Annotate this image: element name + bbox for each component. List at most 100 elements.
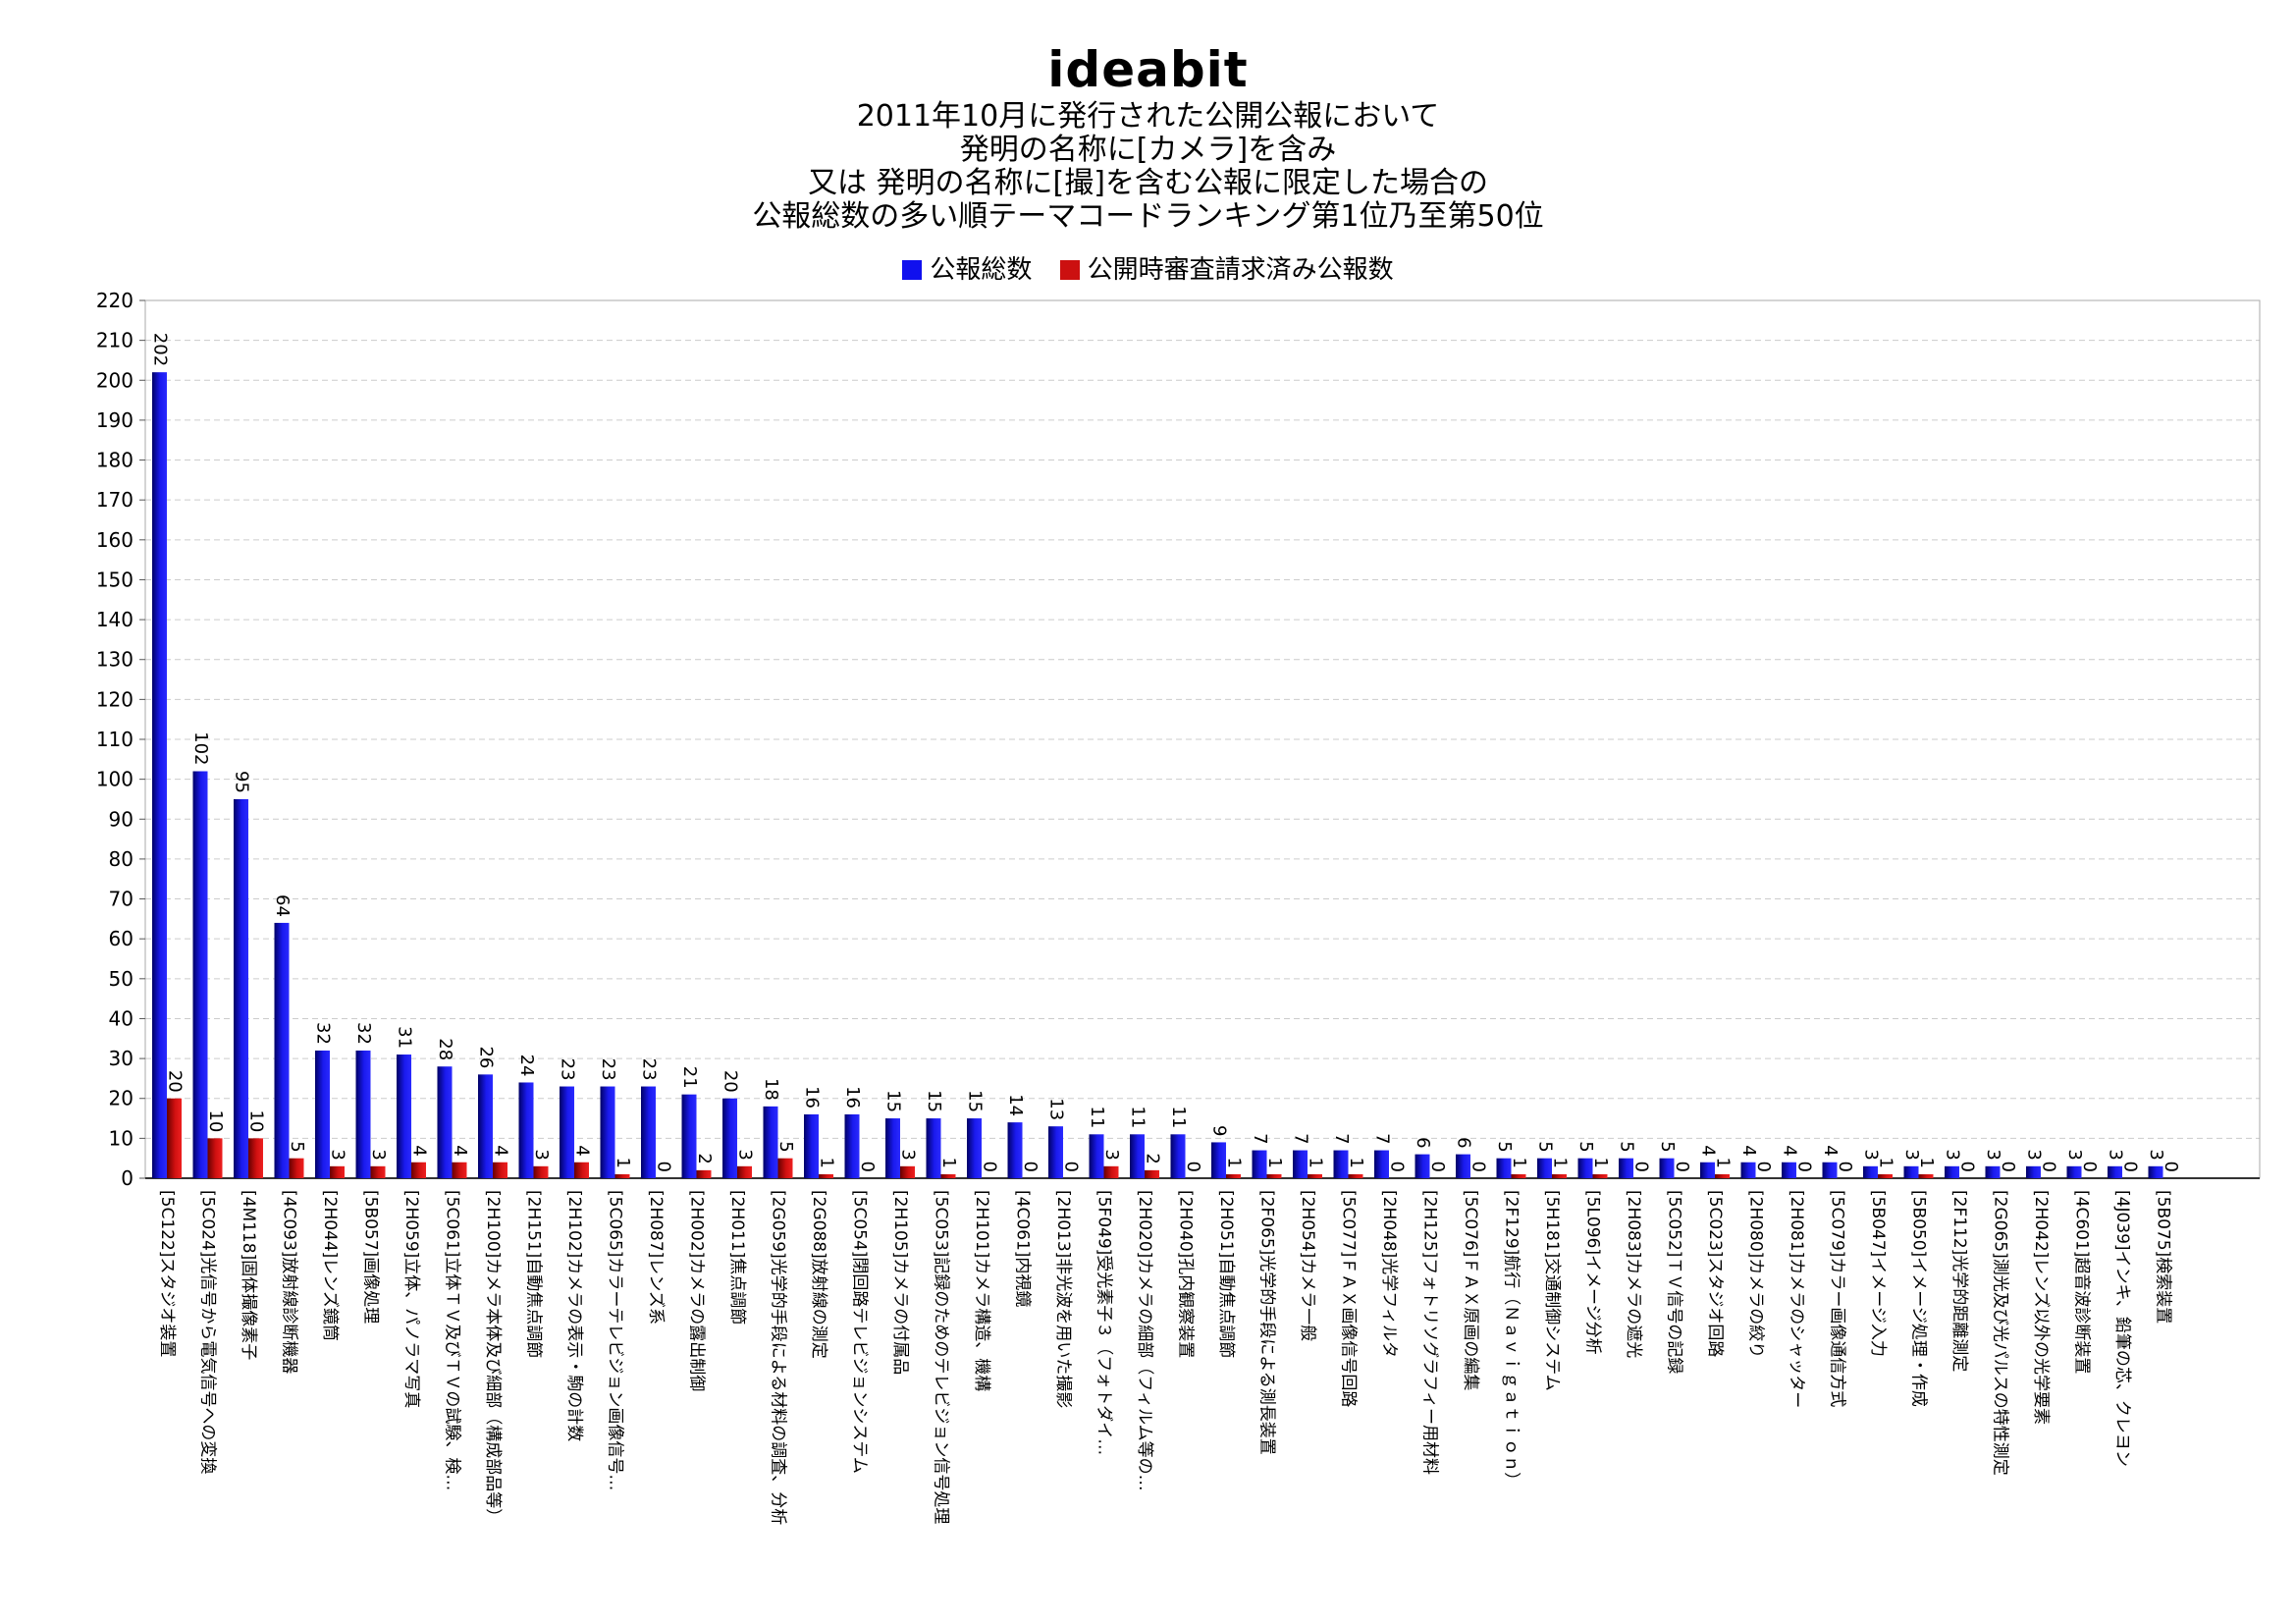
bar-examined bbox=[777, 1158, 793, 1178]
data-label: 4 bbox=[572, 1145, 593, 1156]
data-label: 24 bbox=[516, 1055, 537, 1077]
bar-total bbox=[1577, 1158, 1593, 1178]
category-label: [2G059]光学的手段による材料の調査、分析 bbox=[769, 1190, 788, 1525]
data-label: 11 bbox=[1128, 1106, 1148, 1128]
bar-total bbox=[1252, 1150, 1267, 1178]
data-label: 32 bbox=[353, 1022, 374, 1045]
data-label: 1 bbox=[1876, 1157, 1896, 1167]
bar-examined bbox=[900, 1165, 915, 1178]
data-label: 16 bbox=[842, 1086, 863, 1109]
data-label: 11 bbox=[1087, 1106, 1107, 1128]
bar-total bbox=[641, 1086, 656, 1178]
data-label: 4 bbox=[491, 1145, 511, 1156]
bar-total bbox=[844, 1113, 860, 1178]
bar-total bbox=[1619, 1158, 1633, 1178]
data-label: 4 bbox=[1820, 1145, 1841, 1156]
category-label: [4C093]放射線診断機器 bbox=[280, 1190, 299, 1374]
category-label: [5C054]閉回路テレビジョンシステム bbox=[850, 1190, 870, 1474]
data-label: 1 bbox=[613, 1157, 633, 1167]
y-tick-label: 0 bbox=[121, 1166, 133, 1190]
bar-total bbox=[355, 1050, 371, 1178]
y-tick-label: 190 bbox=[96, 408, 133, 432]
category-label: [2H151]自動焦点調節 bbox=[524, 1190, 544, 1358]
category-label: [2H081]カメラのシャッター bbox=[1787, 1190, 1806, 1408]
bar-examined bbox=[1918, 1173, 1934, 1178]
category-label: [5H181]交通制御システム bbox=[1542, 1190, 1562, 1391]
brand-logo: ideabit bbox=[1047, 41, 1249, 98]
data-label: 31 bbox=[395, 1026, 415, 1049]
data-label: 10 bbox=[246, 1109, 267, 1132]
data-label: 5 bbox=[1494, 1141, 1515, 1152]
bar-examined bbox=[452, 1162, 467, 1178]
y-tick-label: 110 bbox=[96, 728, 133, 751]
data-label: 4 bbox=[409, 1145, 430, 1156]
bar-total bbox=[2108, 1165, 2122, 1178]
bar-examined bbox=[1103, 1165, 1119, 1178]
data-label: 28 bbox=[435, 1038, 455, 1060]
data-label: 7 bbox=[1372, 1133, 1393, 1144]
bar-total bbox=[478, 1074, 493, 1178]
category-label: [5C052]ＴＶ信号の記録 bbox=[1665, 1190, 1684, 1374]
data-label: 5 bbox=[1535, 1141, 1556, 1152]
data-label: 0 bbox=[2079, 1162, 2100, 1172]
bar-examined bbox=[370, 1165, 386, 1178]
data-label: 0 bbox=[857, 1162, 878, 1172]
bar-examined bbox=[533, 1165, 549, 1178]
data-label: 5 bbox=[1657, 1141, 1678, 1152]
category-label: [4M118]固体撮像素子 bbox=[239, 1190, 258, 1360]
bar-total bbox=[437, 1066, 453, 1178]
legend-item-examined: 公開時審査請求済み公報数 bbox=[1059, 249, 1394, 286]
bar-examined bbox=[167, 1098, 182, 1178]
category-label: [2H002]カメラの露出制御 bbox=[687, 1190, 707, 1391]
data-label: 3 bbox=[1101, 1149, 1122, 1160]
category-label: [2F065]光学的手段による測長装置 bbox=[1257, 1190, 1277, 1455]
bar-total bbox=[1211, 1142, 1226, 1178]
bar-total bbox=[1496, 1158, 1512, 1178]
bar-total bbox=[1740, 1162, 1756, 1178]
category-label: [5C077]ＦＡＸ画像信号回路 bbox=[1339, 1190, 1359, 1407]
title-line-1: 2011年10月に発行された公開公報において bbox=[856, 99, 1440, 134]
data-label: 5 bbox=[1575, 1141, 1596, 1152]
bar-total bbox=[397, 1055, 411, 1178]
bar-total bbox=[1456, 1154, 1470, 1178]
data-label: 3 bbox=[735, 1149, 756, 1160]
bar-examined bbox=[1552, 1173, 1567, 1178]
bar-total bbox=[926, 1118, 941, 1178]
category-label: [5B057]画像処理 bbox=[361, 1190, 381, 1324]
data-label: 0 bbox=[1794, 1162, 1815, 1172]
data-label: 0 bbox=[1468, 1162, 1489, 1172]
data-label: 0 bbox=[2039, 1162, 2059, 1172]
bar-total bbox=[600, 1086, 615, 1178]
bar-total bbox=[315, 1050, 330, 1178]
legend: 公報総数 公開時審査請求済み公報数 bbox=[0, 249, 2296, 286]
title-line-3: 又は 発明の名称に[撮]を含む公報に限定した場合の bbox=[808, 166, 1488, 200]
chart-title: 2011年10月に発行された公開公報において 発明の名称に[カメラ]を含み 又は… bbox=[0, 100, 2296, 234]
category-label: [2H105]カメラの付属品 bbox=[890, 1190, 910, 1375]
category-label: [2H044]レンズ鏡筒 bbox=[320, 1190, 340, 1341]
bar-total bbox=[518, 1082, 534, 1178]
data-label: 1 bbox=[1224, 1157, 1245, 1167]
data-label: 5 bbox=[1617, 1141, 1637, 1152]
bar-total bbox=[1700, 1162, 1715, 1178]
data-label: 21 bbox=[679, 1066, 700, 1089]
y-tick-label: 60 bbox=[109, 927, 133, 950]
bar-total bbox=[1822, 1162, 1838, 1178]
data-label: 3 bbox=[1861, 1149, 1882, 1160]
data-label: 20 bbox=[721, 1070, 741, 1093]
data-label: 0 bbox=[1672, 1162, 1692, 1172]
y-tick-label: 90 bbox=[109, 807, 133, 831]
data-label: 15 bbox=[924, 1090, 944, 1112]
bar-total bbox=[1007, 1122, 1023, 1178]
bar-total bbox=[967, 1118, 982, 1178]
category-label: [5B075]検索装置 bbox=[2154, 1190, 2173, 1324]
category-label: [2H083]カメラの遮光 bbox=[1624, 1190, 1643, 1358]
data-label: 9 bbox=[1209, 1125, 1230, 1136]
data-label: 3 bbox=[898, 1149, 919, 1160]
category-label: [2H100]カメラ本体及び細部（構成部品等） bbox=[483, 1190, 503, 1525]
data-label: 14 bbox=[1005, 1094, 1026, 1116]
bar-total bbox=[722, 1098, 737, 1178]
data-label: 4 bbox=[1780, 1145, 1800, 1156]
data-label: 5 bbox=[775, 1141, 796, 1152]
category-label: [5C053]記録のためのテレビジョン信号処理 bbox=[932, 1190, 951, 1524]
data-label: 3 bbox=[328, 1149, 348, 1160]
